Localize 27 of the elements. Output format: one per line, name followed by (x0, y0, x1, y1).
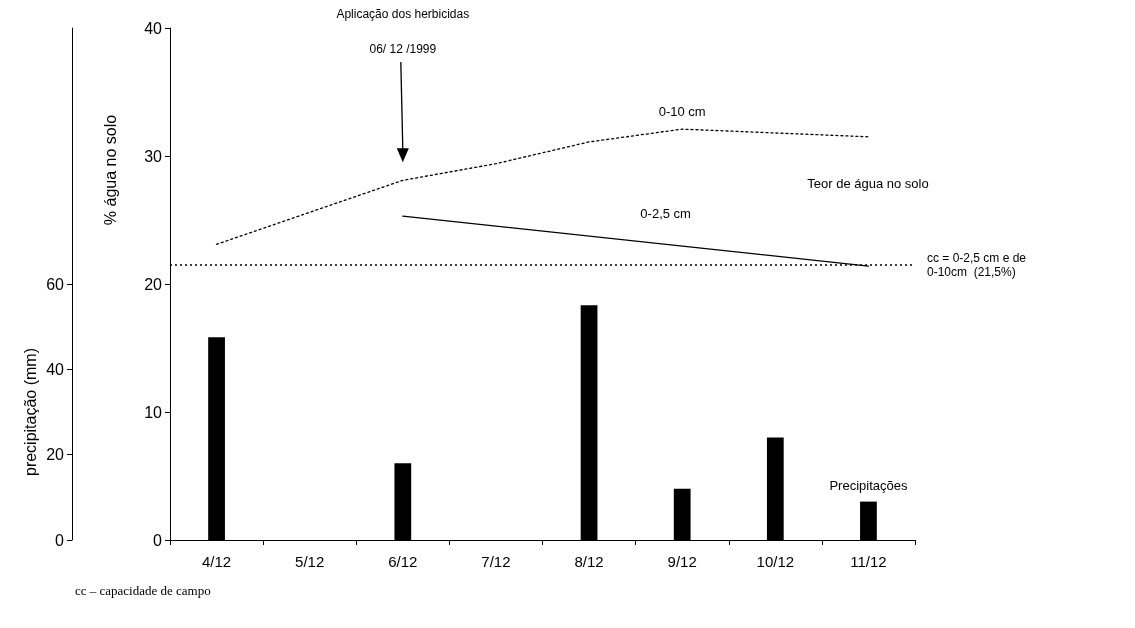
series-label: Precipitações (829, 478, 908, 494)
y-tick-label: 40 (46, 360, 65, 378)
y2-tick-label: 0 (153, 531, 163, 549)
y-tick-label: 0 (55, 531, 65, 549)
y2-axis-title: % água no solo (101, 114, 119, 226)
text: Aplicação dos herbicidas (336, 7, 470, 21)
y-tick-label: 20 (46, 446, 65, 464)
annotation: Teor de água no solo (807, 175, 929, 191)
x-tick-label: 5/12 (295, 553, 325, 570)
y-axis-title: precipitação (mm) (21, 347, 39, 477)
text: cc – capacidade de campo (75, 582, 211, 598)
series-label: 0-2,5 cm (640, 205, 691, 221)
x-tick-label: 8/12 (574, 553, 604, 570)
x-tick-label: 11/12 (850, 553, 887, 570)
x-tick-label: 6/12 (388, 553, 418, 570)
x-tick-label: 10/12 (756, 553, 795, 570)
ref-line-label: cc = 0-2,5 cm e de 0-10cm (21,5%) (927, 250, 1030, 279)
y2-tick-label: 40 (144, 19, 163, 37)
y-tick-label: 60 (46, 275, 65, 293)
series-label: 0-10 cm (658, 103, 706, 119)
x-tick-label: 4/12 (201, 553, 232, 570)
annotation: 06/ 12 /1999 (369, 42, 437, 56)
y2-tick-label: 10 (144, 403, 163, 421)
y2-tick-label: 30 (144, 147, 163, 165)
x-tick-label: 7/12 (481, 553, 511, 570)
y2-tick-label: 20 (144, 275, 163, 293)
x-tick-label: 9/12 (667, 553, 697, 570)
